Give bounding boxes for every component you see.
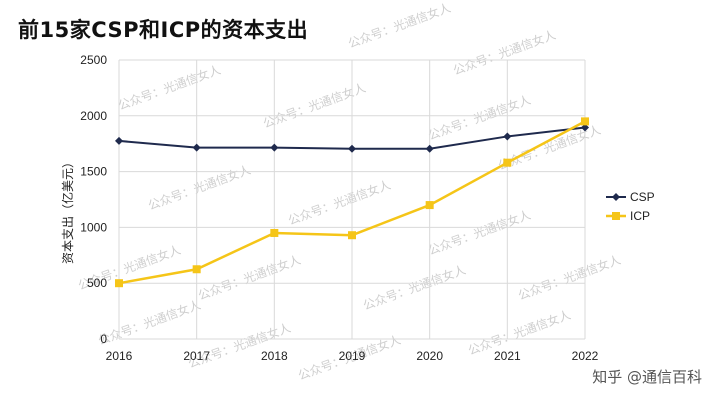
x-tick-label: 2020 — [416, 349, 443, 363]
chart-title: 前15家CSP和ICP的资本支出 — [18, 18, 309, 42]
x-tick-label: 2017 — [183, 349, 210, 363]
watermark-text: 公众号：光通信女人 — [346, 0, 453, 51]
x-axis-ticks: 2016 2017 2018 2019 2020 2021 2022 — [106, 349, 599, 363]
gridlines — [118, 59, 586, 340]
point-csp — [581, 123, 589, 132]
point-icp — [425, 201, 434, 210]
point-csp — [503, 132, 512, 141]
point-csp — [270, 143, 279, 152]
y-tick-label: 1000 — [80, 220, 107, 234]
legend-label-icp: ICP — [630, 209, 650, 223]
legend-marker-csp — [612, 193, 620, 201]
source-credit: 知乎 @通信百科 — [592, 368, 702, 386]
x-tick-label: 2022 — [572, 349, 599, 363]
legend-label-csp: CSP — [630, 190, 655, 204]
point-icp — [192, 265, 201, 274]
point-csp — [425, 144, 434, 153]
x-tick-label: 2019 — [339, 349, 366, 363]
point-icp — [503, 158, 512, 167]
watermark-text: 公众号：光通信女人 — [96, 297, 203, 348]
point-icp — [348, 231, 356, 240]
point-csp — [115, 136, 123, 145]
watermark-text: 公众号：光通信女人 — [451, 27, 558, 78]
watermark-text: 公众号：光通信女人 — [186, 320, 293, 371]
watermark-text: 公众号：光通信女人 — [286, 177, 393, 228]
watermark-text: 公众号：光通信女人 — [426, 207, 533, 258]
point-csp — [348, 144, 356, 153]
watermark-text: 公众号：光通信女人 — [361, 262, 468, 313]
y-axis-ticks: 0 500 1000 1500 2000 2500 — [80, 53, 107, 346]
point-icp — [270, 228, 279, 237]
point-icp — [581, 117, 589, 126]
watermark-text: 公众号：光通信女人 — [146, 162, 253, 213]
series-layer — [115, 117, 589, 288]
watermark-text: 公众号：光通信女人 — [196, 252, 303, 303]
y-axis-label: 资本支出（亿美元） — [60, 156, 75, 264]
x-tick-label: 2021 — [494, 349, 521, 363]
watermark-text: 公众号：光通信女人 — [116, 62, 223, 113]
watermark-text: 公众号：光通信女人 — [516, 252, 623, 303]
y-tick-label: 0 — [100, 332, 107, 346]
x-tick-label: 2018 — [261, 349, 288, 363]
point-csp — [192, 143, 201, 152]
point-icp — [115, 279, 123, 288]
x-tick-label: 2016 — [106, 349, 133, 363]
legend-marker-icp — [612, 212, 620, 220]
y-tick-label: 2500 — [80, 53, 107, 67]
legend: CSP ICP — [606, 190, 655, 223]
y-tick-label: 1500 — [80, 165, 107, 179]
y-tick-label: 2000 — [80, 109, 107, 123]
y-tick-label: 500 — [87, 276, 107, 290]
